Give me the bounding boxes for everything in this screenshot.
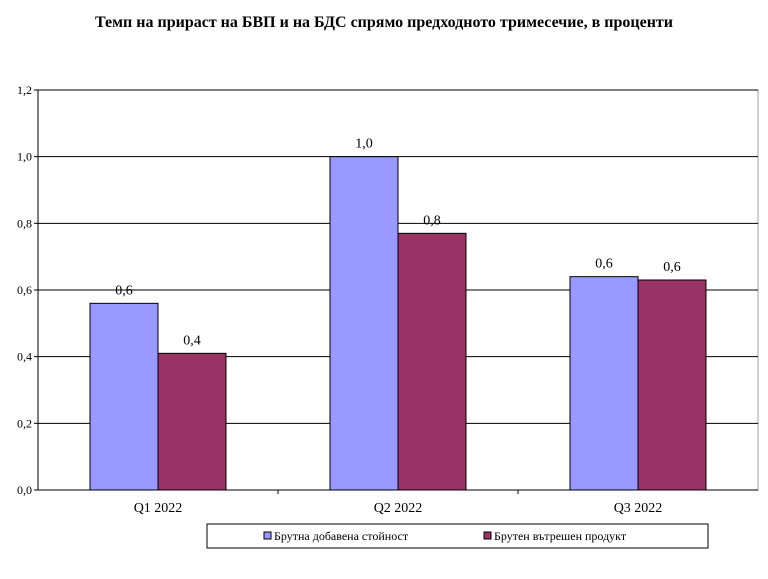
y-tick-label: 0,2	[17, 416, 32, 430]
y-tick-label: 0,6	[17, 283, 32, 297]
y-tick-label: 1,2	[17, 83, 32, 97]
bar-series-2	[157, 352, 227, 491]
bar-series-1	[329, 156, 399, 491]
y-tick-label: 1,0	[17, 150, 32, 164]
x-tick-label: Q3 2022	[614, 501, 663, 516]
y-tick-label: 0,8	[17, 216, 32, 230]
data-label: 0,8	[423, 213, 441, 228]
bar-series-1	[89, 302, 159, 491]
legend-swatch-series-1	[263, 531, 272, 540]
data-label: 0,6	[115, 283, 133, 298]
x-tick-label: Q2 2022	[374, 501, 423, 516]
bar-series-1	[569, 276, 639, 491]
legend-label-series-1: Брутна добавена стойност	[274, 529, 409, 543]
y-tick-label: 0,0	[17, 483, 32, 497]
data-label: 0,4	[183, 333, 201, 348]
legend-label-series-2: Брутен вътрешен продукт	[494, 529, 627, 543]
legend-swatch-series-2	[483, 531, 492, 540]
bar-series-2	[637, 279, 707, 491]
chart-title: Темп на прираст на БВП и на БДС спрямо п…	[94, 14, 673, 31]
data-label: 0,6	[595, 257, 613, 272]
data-label: 1,0	[355, 137, 373, 152]
data-label: 0,6	[663, 260, 681, 275]
legend-box	[206, 523, 709, 549]
bar-series-2	[397, 232, 467, 491]
y-tick-label: 0,4	[17, 350, 32, 364]
x-tick-label: Q1 2022	[134, 501, 183, 516]
